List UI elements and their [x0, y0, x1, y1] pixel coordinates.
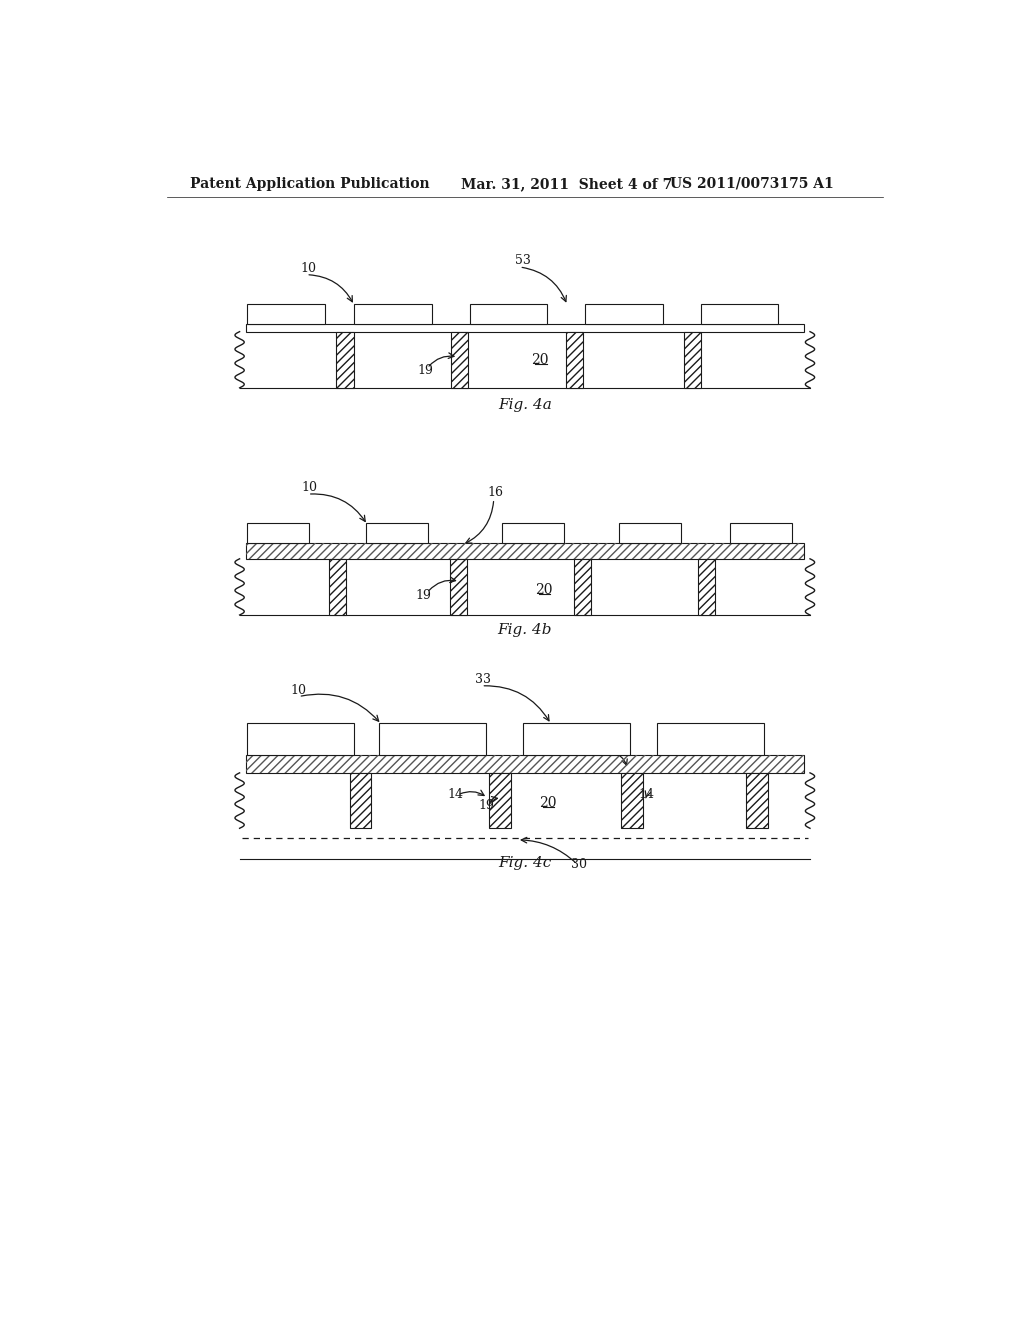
Text: 14: 14 [447, 788, 463, 801]
Text: 53: 53 [515, 253, 531, 267]
Bar [246, 755, 804, 774]
Text: 51: 51 [616, 308, 632, 321]
Text: 28: 28 [292, 733, 309, 746]
Text: 19: 19 [417, 364, 433, 378]
Text: 30: 30 [571, 858, 588, 871]
Text: 28: 28 [701, 733, 719, 746]
Bar [586, 304, 663, 323]
Bar [746, 774, 768, 829]
Bar [246, 755, 804, 774]
Bar [248, 304, 325, 323]
Bar [656, 723, 764, 755]
Text: 28: 28 [568, 733, 586, 746]
Text: 51: 51 [279, 308, 294, 321]
Bar [246, 323, 804, 331]
Text: 51: 51 [642, 527, 658, 540]
Bar [349, 774, 372, 829]
Bar [620, 524, 681, 544]
Text: 20: 20 [540, 796, 557, 810]
Bar [354, 304, 432, 323]
Bar [566, 331, 583, 388]
Text: 20: 20 [531, 352, 549, 367]
Bar [246, 544, 804, 558]
Bar [452, 331, 468, 388]
Text: Fig. 4c: Fig. 4c [498, 855, 552, 870]
Text: Mar. 31, 2011  Sheet 4 of 7: Mar. 31, 2011 Sheet 4 of 7 [461, 177, 673, 191]
Bar [379, 723, 486, 755]
Text: 51: 51 [754, 527, 769, 540]
Bar [337, 331, 353, 388]
Text: 28: 28 [424, 733, 441, 746]
Bar [523, 723, 630, 755]
Text: 51: 51 [385, 308, 401, 321]
Text: 51: 51 [270, 527, 287, 540]
Text: 10: 10 [291, 684, 307, 697]
Text: Fig. 4a: Fig. 4a [498, 397, 552, 412]
Text: 20: 20 [536, 582, 553, 597]
Text: Fig. 4b: Fig. 4b [498, 623, 552, 636]
Text: Patent Application Publication: Patent Application Publication [190, 177, 430, 191]
Text: 19: 19 [416, 589, 431, 602]
Text: 51: 51 [731, 308, 748, 321]
Text: 14: 14 [638, 788, 654, 801]
Bar [329, 558, 346, 615]
Bar [248, 723, 354, 755]
Bar [246, 544, 804, 558]
Bar [684, 331, 700, 388]
Bar [366, 524, 428, 544]
Text: 51: 51 [524, 527, 541, 540]
Text: 51: 51 [389, 527, 404, 540]
Bar [730, 524, 793, 544]
Bar [489, 774, 511, 829]
Bar [698, 558, 716, 615]
Bar [248, 524, 309, 544]
Text: 16: 16 [599, 738, 615, 751]
Text: 16: 16 [487, 486, 504, 499]
Bar [700, 304, 778, 323]
Text: 19: 19 [478, 799, 495, 812]
Text: 51: 51 [501, 308, 516, 321]
Text: 10: 10 [302, 480, 317, 494]
Bar [246, 323, 804, 331]
Bar [470, 304, 547, 323]
Bar [573, 558, 591, 615]
Text: US 2011/0073175 A1: US 2011/0073175 A1 [671, 177, 835, 191]
Text: 33: 33 [475, 673, 492, 686]
Bar [450, 558, 467, 615]
Text: 10: 10 [300, 261, 316, 275]
Bar [502, 524, 563, 544]
Bar [621, 774, 643, 829]
